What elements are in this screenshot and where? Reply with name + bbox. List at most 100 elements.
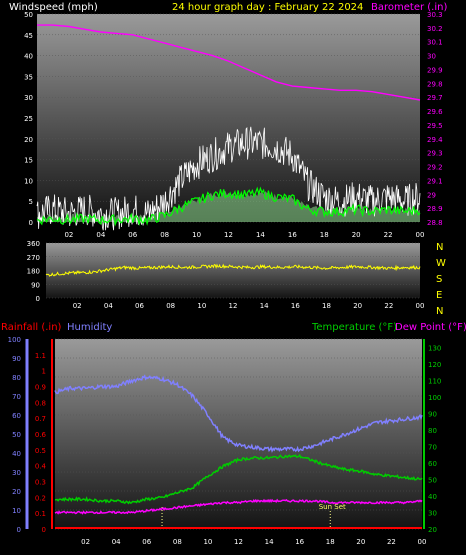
barometer-label: Barometer (.in) [371,2,447,13]
baro-y-tick-29.7: 29.7 [427,94,443,102]
temp-y-tick-50: 50 [428,476,437,484]
dir-x-tick-16: 16 [291,302,300,310]
baro-y-tick-29.3: 29.3 [427,150,443,158]
baro-y-tick-29.5: 29.5 [427,122,443,130]
rain-y-tick-0.3: 0.3 [35,479,46,487]
rain-y-tick-0.6: 0.6 [35,431,47,439]
humidity-y-tick-50: 50 [12,431,21,439]
chart-title: 24 hour graph day : February 22 2024 [172,2,363,13]
wind-y-tick-50: 50 [24,11,33,19]
rain-y-tick-0.5: 0.5 [35,447,46,455]
compass-s: S [436,274,442,285]
dir-y-tick-270: 270 [27,254,40,262]
dir-x-tick-02: 02 [73,302,82,310]
baro-y-tick-29.6: 29.6 [427,108,443,116]
clim-x-tick-02: 02 [81,538,90,546]
temp-y-tick-70: 70 [428,443,437,451]
humidity-y-tick-10: 10 [12,507,21,515]
climate-chart-layer: 010203040506070809010000.10.20.30.40.50.… [8,336,442,546]
temp-y-tick-120: 120 [428,361,441,369]
compass-n-bottom: N [436,306,443,317]
rainfall-label: Rainfall (.in) [1,322,62,333]
rain-y-tick-0.7: 0.7 [35,415,46,423]
clim-x-tick-14: 14 [265,538,274,546]
temp-y-tick-100: 100 [428,394,441,402]
direction-chart-layer: 0 90 180 270 360 02 04 06 08 10 12 14 16 18 20 22 00 [27,240,425,310]
dir-x-tick-04: 04 [104,302,113,310]
baro-y-tick-29.8: 29.8 [427,80,443,88]
clim-x-tick-06: 06 [142,538,151,546]
clim-x-tick-18: 18 [326,538,335,546]
rain-y-tick-0.8: 0.8 [35,399,46,407]
humidity-y-tick-70: 70 [12,393,21,401]
baro-y-tick-28.9: 28.9 [427,205,443,213]
baro-y-tick-30.2: 30.2 [427,25,443,33]
dir-x-tick-12: 12 [229,302,238,310]
temp-y-tick-110: 110 [428,377,441,385]
compass-n-top: N [436,242,443,253]
temperature-label: Temperature (°F) [311,322,397,333]
barometer-line [37,24,421,101]
wind-chart-layer: 0 5 10 15 20 25 30 35 40 45 50 28.8 28.9 29 29.1 29.2 29… [24,11,443,239]
windspeed-label: Windspeed (mph) [9,2,98,13]
humidity-y-tick-60: 60 [12,412,21,420]
compass-w: W [436,258,446,269]
wind-x-tick-10: 10 [192,231,201,239]
humidity-y-tick-80: 80 [12,374,21,382]
wind-y-tick-20: 20 [24,136,33,144]
rain-y-tick-0.2: 0.2 [35,494,46,502]
clim-x-tick-04: 04 [112,538,121,546]
wind-x-tick-12: 12 [224,231,233,239]
temp-y-tick-130: 130 [428,344,441,352]
clim-x-tick-16: 16 [295,538,304,546]
baro-y-tick-30.3: 30.3 [427,11,443,19]
rain-y-tick-1.1: 1.1 [35,352,46,360]
dewpoint-line [54,498,423,515]
wind-x-tick-08: 08 [160,231,169,239]
dir-x-tick-20: 20 [353,302,362,310]
wind-direction-line [45,263,421,277]
wind-x-tick-02: 02 [64,231,73,239]
baro-y-tick-29.1: 29.1 [427,177,443,185]
dir-y-tick-360: 360 [27,240,40,248]
clim-x-tick-10: 10 [203,538,212,546]
dir-y-tick-90: 90 [31,281,40,289]
baro-y-tick-29.4: 29.4 [427,136,443,144]
dir-x-tick-14: 14 [260,302,269,310]
baro-y-tick-29: 29 [427,191,436,199]
dir-y-tick-0: 0 [36,295,40,303]
sunset-annotation: Sun Set [319,503,346,511]
humidity-y-tick-40: 40 [12,450,21,458]
clim-x-tick-08: 08 [173,538,182,546]
dir-x-tick-22: 22 [384,302,393,310]
temp-y-tick-90: 90 [428,410,437,418]
wind-x-tick-20: 20 [352,231,361,239]
wind-x-tick-14: 14 [256,231,265,239]
wind-y-tick-30: 30 [24,94,33,102]
clim-x-tick-20: 20 [356,538,365,546]
dewpoint-label: Dew Point (°F) [395,322,466,333]
wind-x-tick-06: 06 [128,231,137,239]
clim-x-tick-00: 00 [418,538,427,546]
baro-y-tick-29.9: 29.9 [427,66,443,74]
humidity-y-tick-20: 20 [12,488,21,496]
humidity-y-tick-100: 100 [8,336,21,344]
temp-y-tick-40: 40 [428,493,437,501]
rain-y-tick-0.9: 0.9 [35,384,46,392]
temperature-line [54,453,423,505]
wind-x-tick-22: 22 [384,231,393,239]
rain-y-tick-0.1: 0.1 [35,510,46,518]
wind-x-tick-16: 16 [288,231,297,239]
wind-average-line [36,186,421,227]
baro-y-tick-28.8: 28.8 [427,219,443,227]
wind-y-tick-45: 45 [24,32,33,40]
temp-y-tick-60: 60 [428,460,437,468]
wind-x-tick-18: 18 [320,231,329,239]
humidity-y-tick-0: 0 [17,526,21,534]
clim-x-tick-22: 22 [387,538,396,546]
wind-y-tick-40: 40 [24,53,33,61]
wind-x-tick-00: 00 [416,231,425,239]
temp-y-tick-30: 30 [428,509,437,517]
humidity-label: Humidity [67,322,112,333]
